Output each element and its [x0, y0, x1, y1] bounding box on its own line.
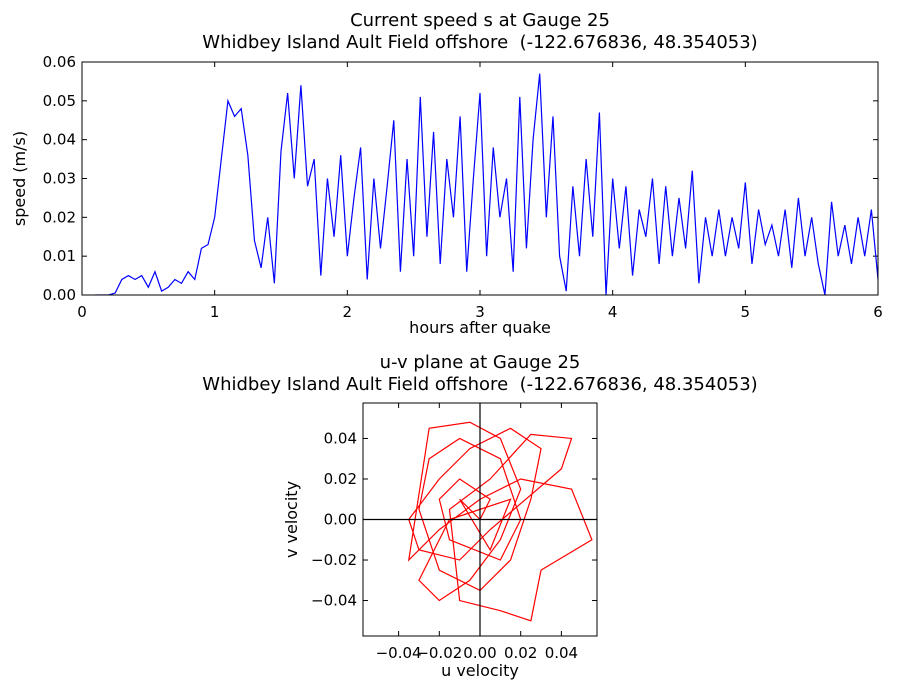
y-tick-label: 0.06	[43, 53, 76, 71]
x-tick-label: 2	[343, 303, 353, 321]
x-tick-label: 6	[873, 303, 883, 321]
x-tick-label: 3	[475, 303, 485, 321]
y-tick-label: 0.00	[43, 286, 76, 304]
x-tick-label: 0.00	[463, 644, 496, 662]
y-tick-label: −0.04	[311, 592, 357, 610]
y-tick-label: 0.04	[324, 429, 357, 447]
plot-frame	[81, 61, 879, 296]
y-axis-label: speed (m/s)	[10, 131, 29, 226]
y-tick-label: 0.00	[324, 511, 357, 529]
y-tick-label: −0.02	[311, 551, 357, 569]
y-tick-label: 0.01	[43, 247, 76, 265]
x-tick-label: −0.04	[376, 644, 422, 662]
x-tick-label: 0.02	[504, 644, 537, 662]
plot-frame	[362, 402, 598, 637]
y-tick-label: 0.05	[43, 92, 76, 110]
chart-title: u-v plane at Gauge 25	[380, 352, 581, 373]
series-line	[95, 73, 878, 295]
x-axis-label: u velocity	[441, 661, 519, 680]
x-tick-label: 0	[77, 303, 87, 321]
x-tick-label: 4	[608, 303, 618, 321]
x-tick-label: 5	[741, 303, 751, 321]
y-tick-label: 0.02	[324, 470, 357, 488]
x-tick-label: 0.04	[545, 644, 578, 662]
y-axis-label: v velocity	[282, 481, 301, 558]
chart-subtitle: Whidbey Island Ault Field offshore (-122…	[202, 32, 757, 53]
series-line	[407, 421, 593, 622]
y-tick-label: 0.02	[43, 208, 76, 226]
chart-subtitle: Whidbey Island Ault Field offshore (-122…	[202, 374, 757, 395]
y-tick-label: 0.04	[43, 131, 76, 149]
y-tick-label: 0.03	[43, 170, 76, 188]
x-tick-label: −0.02	[416, 644, 462, 662]
chart-title: Current speed s at Gauge 25	[350, 10, 610, 31]
x-tick-label: 1	[210, 303, 220, 321]
x-axis-label: hours after quake	[409, 318, 551, 337]
